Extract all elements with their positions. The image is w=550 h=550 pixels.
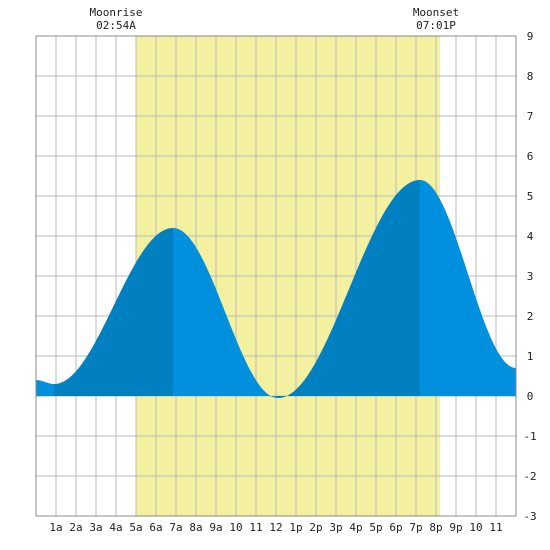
x-tick-label: 2a — [69, 521, 82, 534]
x-tick-label: 9p — [449, 521, 462, 534]
x-tick-label: 11 — [489, 521, 502, 534]
x-tick-label: 4a — [109, 521, 122, 534]
x-tick-label: 2p — [309, 521, 322, 534]
y-tick-label: -2 — [523, 470, 536, 483]
x-tick-label: 4p — [349, 521, 362, 534]
moonrise-time: 02:54A — [96, 19, 136, 32]
x-tick-label: 3a — [89, 521, 102, 534]
moonrise-label: Moonrise 02:54A — [76, 6, 156, 32]
moonset-time: 07:01P — [416, 19, 456, 32]
y-tick-label: 5 — [527, 190, 534, 203]
x-axis-labels: 1a 2a 3a 4a 5a 6a 7a 8a 9a 10 11 12 1p 2p 3p 4p 5p 6p 7p 8p… — [49, 521, 502, 534]
x-tick-label: 8a — [189, 521, 202, 534]
y-tick-label: 4 — [527, 230, 534, 243]
x-tick-label: 7a — [169, 521, 182, 534]
x-tick-label: 6a — [149, 521, 162, 534]
x-tick-label: 9a — [209, 521, 222, 534]
y-tick-label: 2 — [527, 310, 534, 323]
y-tick-label: -1 — [523, 430, 536, 443]
plot-frame — [35, 35, 517, 517]
y-tick-label: 7 — [527, 110, 534, 123]
y-tick-label: 0 — [527, 390, 534, 403]
x-tick-label: 7p — [409, 521, 422, 534]
x-tick-label: 10 — [469, 521, 482, 534]
x-tick-label: 10 — [229, 521, 242, 534]
tide-area-falling — [36, 180, 516, 398]
moonrise-title: Moonrise — [89, 6, 143, 19]
x-tick-label: 5a — [129, 521, 142, 534]
moonset-label: Moonset 07:01P — [396, 6, 476, 32]
y-tick-label: 9 — [527, 30, 534, 43]
moonset-title: Moonset — [412, 6, 460, 19]
x-tick-label: 12 — [269, 521, 282, 534]
y-tick-label: 8 — [527, 70, 534, 83]
x-tick-label: 5p — [369, 521, 382, 534]
y-tick-label: -3 — [523, 510, 536, 523]
x-tick-label: 3p — [329, 521, 342, 534]
y-tick-label: 1 — [527, 350, 534, 363]
x-tick-label: 1p — [289, 521, 302, 534]
x-tick-label: 1a — [49, 521, 62, 534]
y-tick-label: 3 — [527, 270, 534, 283]
y-axis-labels: 9 8 7 6 5 4 3 2 1 0 -1 -2 -3 — [523, 30, 536, 523]
x-tick-label: 8p — [429, 521, 442, 534]
x-tick-label: 11 — [249, 521, 262, 534]
tide-area-rising — [54, 180, 420, 398]
y-tick-label: 6 — [527, 150, 534, 163]
x-tick-label: 6p — [389, 521, 402, 534]
